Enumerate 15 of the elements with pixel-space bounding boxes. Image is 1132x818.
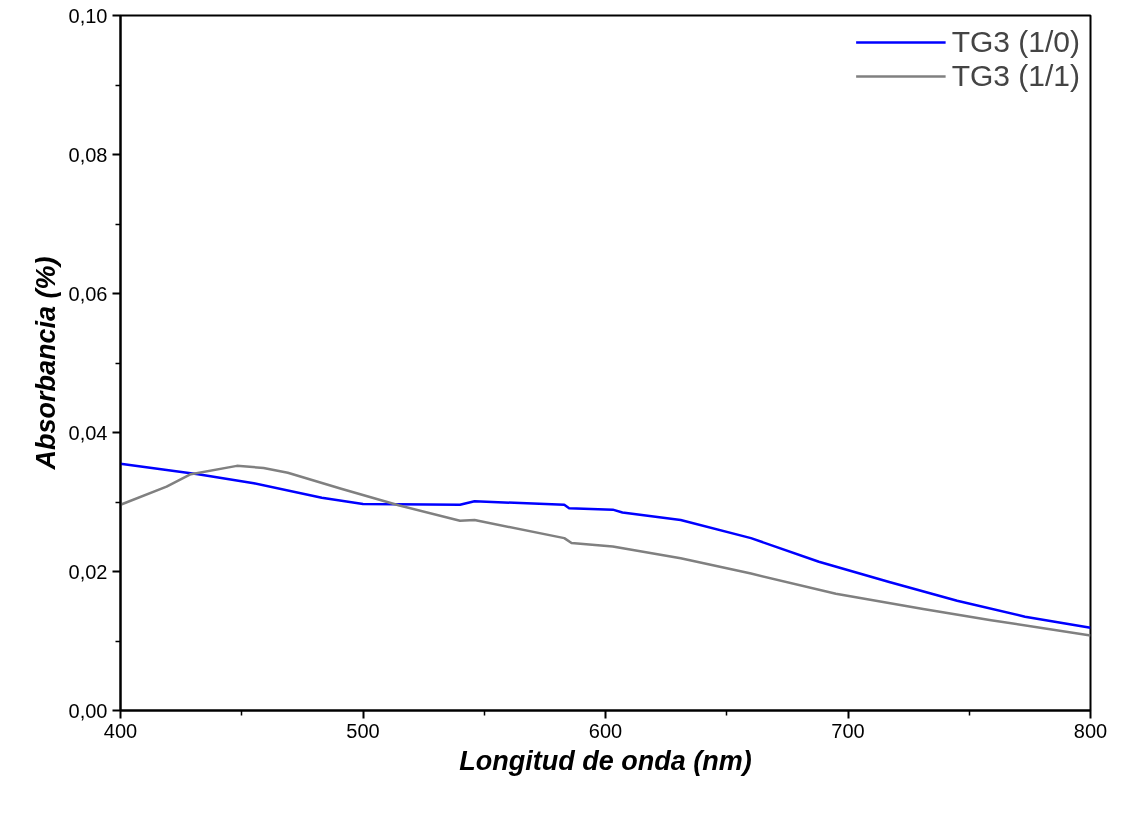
y-tick-label: 0,06 (68, 282, 108, 305)
x-tick-label: 500 (346, 719, 380, 742)
legend-label: TG3 (1/1) (951, 59, 1080, 93)
x-tick-label: 400 (103, 719, 138, 742)
legend-label: TG3 (1/0) (951, 25, 1080, 59)
x-tick-label: 600 (588, 719, 623, 742)
x-tick-label: 800 (1073, 719, 1108, 742)
y-tick-label: 0,10 (68, 4, 108, 27)
y-tick-label: 0,02 (68, 560, 108, 583)
x-axis-title: Longitud de onda (nm) (459, 745, 752, 776)
y-tick-label: 0,08 (68, 143, 108, 166)
y-axis-title: Absorbancia (%) (30, 256, 61, 471)
y-tick-label: 0,04 (68, 421, 108, 444)
y-tick-label: 0,00 (68, 699, 108, 722)
x-tick-label: 700 (831, 719, 865, 742)
